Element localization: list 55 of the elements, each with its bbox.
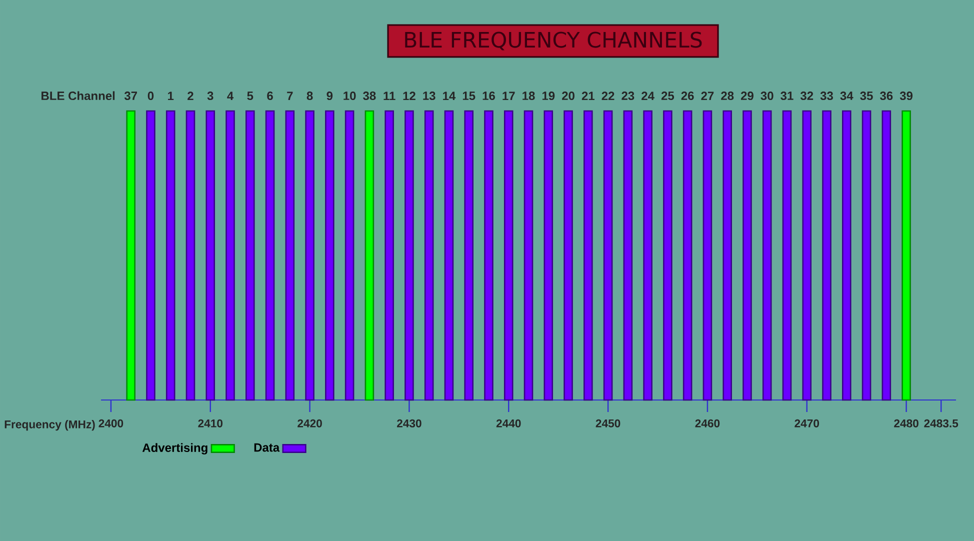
annotation: 34 [840, 92, 854, 100]
annotation: 27 [701, 92, 714, 100]
annotation: 37 [124, 92, 137, 100]
annotation: 7 [287, 92, 293, 100]
legend-label: Advertising [142, 443, 208, 454]
annotation: 22 [602, 92, 614, 100]
x-tick-label: 2440 [496, 419, 521, 428]
annotation: 26 [681, 92, 694, 100]
annotation: 32 [800, 92, 814, 100]
annotation: 33 [820, 92, 833, 100]
x-tick-label: 2450 [596, 419, 620, 428]
annotation: 0 [148, 92, 154, 100]
annotation: 1 [168, 92, 174, 100]
annotation: 23 [622, 92, 634, 100]
annotation: 12 [403, 92, 416, 100]
annotation: 8 [306, 92, 313, 100]
annotation: 18 [522, 92, 535, 100]
annotation: 24 [642, 92, 654, 100]
annotation: 14 [443, 92, 456, 100]
annotation: 21 [582, 92, 594, 100]
x-tick-label: 2470 [794, 419, 820, 428]
annotation: 15 [462, 92, 476, 100]
annotation: 19 [542, 92, 555, 100]
annotation: 35 [860, 92, 873, 100]
annotation: 36 [880, 92, 893, 100]
annotation: 3 [207, 92, 214, 100]
legend-label: Data [254, 443, 280, 452]
annotation: 2 [188, 92, 194, 100]
annotation: 39 [900, 92, 913, 100]
x-tick-label: 2483.5 [924, 419, 958, 428]
annotation: 16 [482, 92, 495, 100]
annotation: 5 [247, 92, 254, 100]
annotation: 13 [423, 92, 436, 100]
annotation: 30 [760, 92, 774, 100]
annotation: 17 [502, 92, 515, 100]
x-tick-label: 2410 [198, 419, 222, 428]
x-tick-label: 2420 [298, 419, 322, 428]
chart-title: BLE FREQUENCY CHANNELS [405, 32, 702, 50]
x-tick-label: 2400 [98, 419, 124, 428]
annotation: 4 [227, 92, 234, 100]
annotation: 28 [721, 92, 734, 100]
text: BLE Channel [42, 91, 115, 100]
x-tick-label: 2430 [396, 419, 422, 428]
annotation: 20 [562, 92, 574, 100]
x-tick-label: 2460 [695, 419, 720, 428]
annotation: 9 [326, 92, 333, 100]
annotation: 38 [363, 92, 376, 100]
annotation: 6 [267, 92, 273, 100]
x-tick-label: 2480 [894, 419, 918, 428]
annotation: 29 [740, 92, 754, 100]
annotation: 25 [661, 92, 674, 100]
annotation: 31 [780, 92, 794, 100]
annotation: 10 [344, 92, 356, 100]
x-axis-title: Frequency (MHz) [4, 420, 95, 431]
annotation: 11 [384, 92, 396, 100]
